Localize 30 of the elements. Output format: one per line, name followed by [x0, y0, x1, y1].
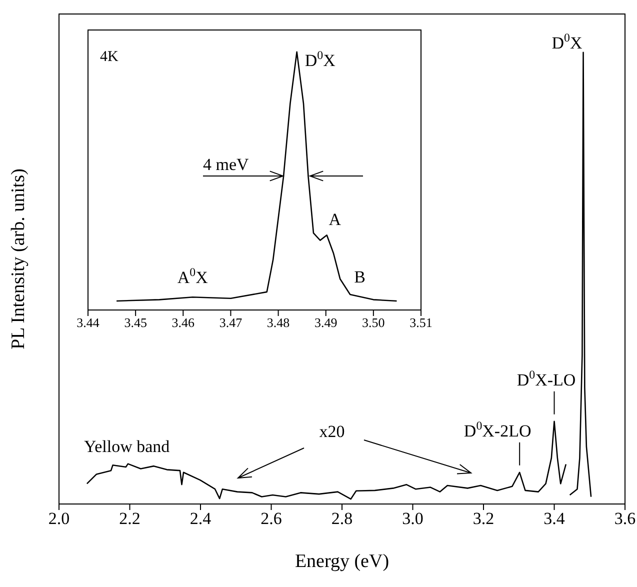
annotation: D$^{0}$X-LO [516, 367, 576, 390]
x-tick-label: 3.49 [314, 315, 338, 330]
y-axis-title: PL Intensity (arb. units) [8, 168, 29, 350]
x-tick-label: 3.4 [544, 509, 566, 528]
x-tick-label: 3.51 [410, 315, 432, 330]
x-tick-label: 3.2 [472, 509, 494, 528]
annotation: x20 [319, 422, 345, 441]
x-tick-label: 3.46 [172, 315, 196, 330]
annotation: D$^{0}$X [552, 30, 582, 52]
x-tick-label: 3.50 [362, 315, 385, 330]
x-tick-label: 2.2 [119, 509, 140, 528]
annotation: A$^{0}$X [177, 265, 208, 288]
x-tick-label: 2.6 [260, 509, 282, 528]
annotation: D$^{0}$X-2LO [464, 418, 532, 440]
x-tick-label: 3.48 [266, 315, 290, 330]
annotation: D$^{0}$X [304, 48, 336, 70]
annotation: Yellow band [84, 437, 170, 456]
annotation: B [354, 268, 366, 287]
x-tick-label: 2.4 [190, 509, 212, 528]
x-axis-title: Energy (eV) [294, 551, 390, 572]
x-tick-label: 3.0 [402, 509, 424, 528]
x-tick-label: 3.45 [124, 315, 147, 330]
x-tick-label: 3.44 [76, 315, 100, 330]
annotation: 4 meV [203, 155, 250, 174]
x-tick-label: 2.0 [48, 509, 70, 528]
x-tick-label: 3.47 [219, 315, 243, 330]
annotation: A [328, 210, 342, 230]
annotation: 4K [100, 49, 118, 65]
x-tick-label: 2.8 [331, 509, 353, 528]
x-tick-label: 3.6 [614, 509, 636, 528]
